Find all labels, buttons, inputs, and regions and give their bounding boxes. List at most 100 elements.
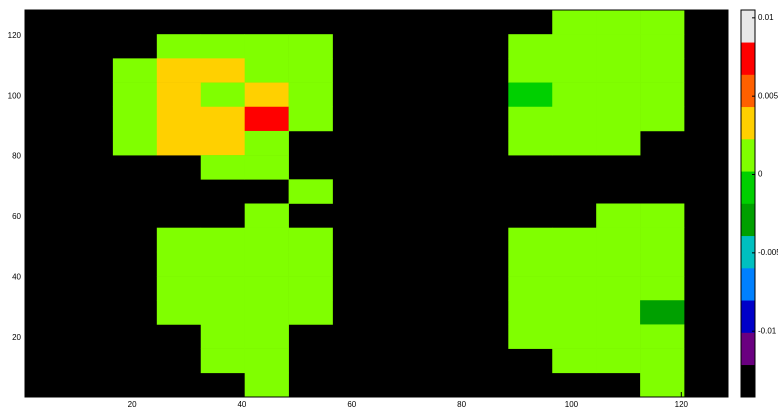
heat-cell — [596, 324, 641, 349]
heat-cell — [508, 251, 553, 277]
y-tick-label: 80 — [12, 152, 21, 161]
y-tick-label: 100 — [8, 91, 22, 100]
heat-cell — [640, 251, 685, 277]
heat-cell — [640, 106, 685, 132]
heat-cell — [200, 324, 245, 349]
heat-cell — [640, 227, 685, 253]
heat-cell — [552, 82, 597, 108]
heat-cell — [244, 251, 289, 277]
heat-cell — [640, 372, 685, 398]
colorbar-swatch — [741, 300, 755, 333]
heat-cell — [244, 372, 289, 398]
heat-cell — [288, 227, 333, 253]
x-tick-label: 80 — [457, 400, 466, 409]
x-tick-label: 20 — [128, 400, 137, 409]
heat-cell — [244, 276, 289, 301]
heat-cell — [596, 106, 641, 132]
heat-cell — [596, 82, 641, 108]
heat-cell — [156, 251, 202, 277]
heat-cell — [596, 130, 641, 156]
heat-cell — [244, 348, 289, 374]
heat-cell — [244, 58, 289, 83]
heat-cell — [596, 34, 641, 59]
heat-cell — [244, 324, 289, 349]
heat-cell — [112, 82, 158, 108]
heat-cell — [244, 227, 289, 253]
colorbar-swatch — [741, 364, 755, 398]
heat-cell — [112, 58, 158, 83]
heat-cell — [596, 251, 641, 277]
heat-cell — [640, 300, 685, 325]
heat-cell — [596, 203, 641, 228]
heat-cell — [244, 130, 289, 156]
colorbar-tick-label: 0 — [758, 170, 763, 179]
heat-cell — [200, 251, 245, 277]
heat-cell — [596, 58, 641, 83]
heat-cell — [156, 34, 202, 59]
heat-cell — [596, 276, 641, 301]
heat-cell — [156, 58, 202, 83]
heat-cell — [596, 300, 641, 325]
colorbar-swatch — [741, 235, 755, 269]
colorbar-swatch — [741, 332, 755, 366]
heat-cell — [288, 82, 333, 108]
heat-cell — [200, 227, 245, 253]
colorbar-swatch — [741, 171, 755, 204]
heat-cell — [552, 324, 597, 349]
heat-cell — [156, 300, 202, 325]
heat-cell — [200, 348, 245, 374]
heat-cell — [640, 348, 685, 374]
heat-cell — [156, 130, 202, 156]
heat-cell — [508, 58, 553, 83]
heat-cell — [508, 276, 553, 301]
heat-cell — [200, 300, 245, 325]
heat-cell — [288, 251, 333, 277]
x-tick-label: 100 — [565, 400, 579, 409]
heat-cell — [244, 155, 289, 180]
heat-cell — [200, 276, 245, 301]
heat-cell — [640, 82, 685, 108]
colorbar-tick-label: 0.01 — [758, 13, 774, 22]
heat-cell — [200, 155, 245, 180]
heat-cell — [552, 227, 597, 253]
heat-cell — [244, 300, 289, 325]
heat-cell — [200, 106, 245, 132]
heat-cell — [596, 10, 641, 35]
heat-cell — [552, 276, 597, 301]
plot-frame — [24, 9, 729, 398]
heat-cell — [552, 348, 597, 374]
heat-cell — [244, 203, 289, 228]
heat-cell — [596, 227, 641, 253]
colorbar-tick-label: -0.01 — [758, 326, 777, 335]
heat-cell — [156, 106, 202, 132]
x-tick-label: 60 — [347, 400, 356, 409]
colorbar-tick-label: 0.005 — [758, 91, 778, 100]
heat-cell — [552, 251, 597, 277]
heat-cell — [200, 82, 245, 108]
colorbar-swatch — [741, 74, 755, 108]
heat-cell — [508, 130, 553, 156]
colorbar-swatch — [741, 203, 755, 237]
heat-cell — [552, 10, 597, 35]
heat-cell — [508, 106, 553, 132]
heat-cell — [288, 276, 333, 301]
heat-cell — [640, 34, 685, 59]
heat-cell — [508, 34, 553, 59]
heat-cell — [288, 34, 333, 59]
x-tick-label: 120 — [675, 400, 689, 409]
heat-cell — [156, 82, 202, 108]
colorbar-swatch — [741, 139, 755, 172]
heat-cell — [112, 106, 158, 132]
x-tick-label: 40 — [237, 400, 246, 409]
heat-cell — [156, 227, 202, 253]
colorbar-tick-label: -0.005 — [758, 248, 778, 257]
heat-cell — [640, 276, 685, 301]
heat-cell — [200, 58, 245, 83]
heat-cell — [508, 82, 553, 108]
heat-cell — [288, 300, 333, 325]
heat-cell — [200, 34, 245, 59]
heat-cell — [640, 324, 685, 349]
heat-cell — [640, 58, 685, 83]
colorbar-swatch — [741, 106, 755, 140]
heat-cell — [508, 227, 553, 253]
